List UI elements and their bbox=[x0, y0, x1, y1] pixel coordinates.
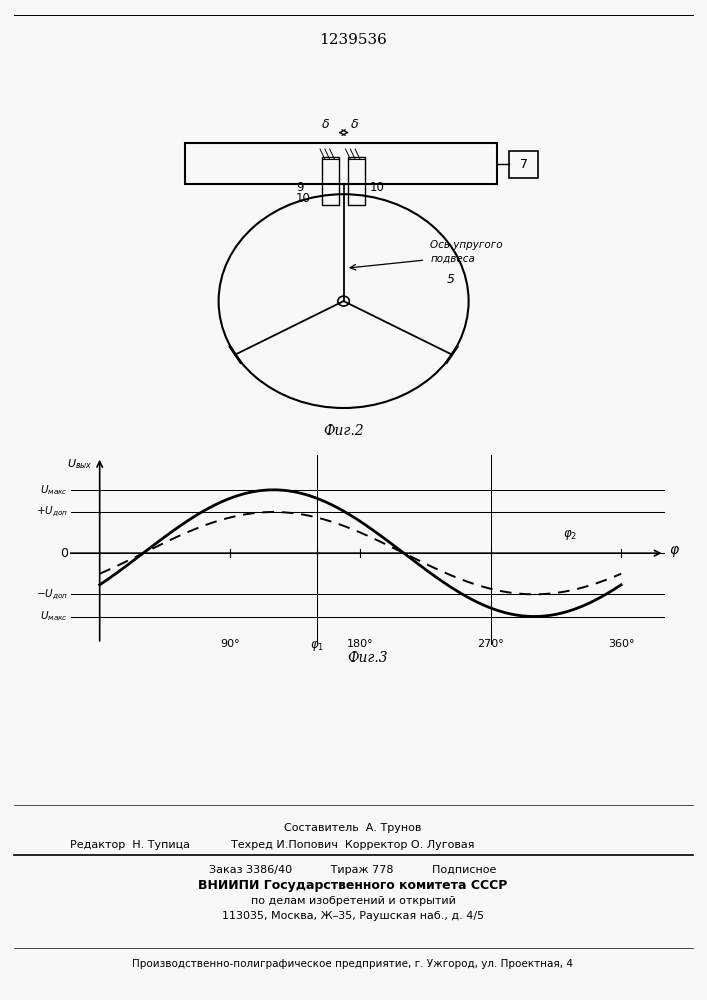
Text: $\varphi$: $\varphi$ bbox=[669, 544, 680, 559]
Text: Редактор  Н. Тупица: Редактор Н. Тупица bbox=[70, 840, 190, 850]
Text: $U_{макс}$: $U_{макс}$ bbox=[40, 483, 68, 497]
Text: Фиг.3: Фиг.3 bbox=[347, 651, 388, 665]
Text: $\varphi_1$: $\varphi_1$ bbox=[310, 639, 324, 653]
Bar bbox=[185, 143, 498, 184]
Text: Техред И.Попович  Корректор О. Луговая: Техред И.Попович Корректор О. Луговая bbox=[231, 840, 474, 850]
Text: $+U_{доп}$: $+U_{доп}$ bbox=[35, 505, 68, 519]
Text: 360°: 360° bbox=[608, 639, 634, 649]
Text: ВНИИПИ Государственного комитета СССР: ВНИИПИ Государственного комитета СССР bbox=[198, 880, 508, 892]
Text: $U_{макс}$: $U_{макс}$ bbox=[40, 610, 68, 623]
Text: 113035, Москва, Ж–35, Раушская наб., д. 4/5: 113035, Москва, Ж–35, Раушская наб., д. … bbox=[222, 911, 484, 921]
Text: $U_{вых}$: $U_{вых}$ bbox=[67, 457, 93, 471]
Text: Фиг.2: Фиг.2 bbox=[323, 424, 364, 438]
Text: 10: 10 bbox=[296, 192, 311, 205]
Text: $\varphi_2$: $\varphi_2$ bbox=[563, 528, 578, 542]
Text: 270°: 270° bbox=[477, 639, 504, 649]
Text: Ось упругого
подвеса: Ось упругого подвеса bbox=[430, 240, 503, 264]
Bar bbox=[348, 157, 365, 205]
Text: 7: 7 bbox=[520, 158, 528, 171]
Text: по делам изобретений и открытий: по делам изобретений и открытий bbox=[250, 896, 455, 906]
Text: 1239536: 1239536 bbox=[319, 33, 387, 47]
Bar bbox=[510, 151, 538, 178]
Text: 9: 9 bbox=[296, 181, 303, 194]
Text: 0: 0 bbox=[60, 547, 68, 560]
Text: Составитель  А. Трунов: Составитель А. Трунов bbox=[284, 823, 421, 833]
Text: 180°: 180° bbox=[347, 639, 374, 649]
Text: 10: 10 bbox=[370, 181, 385, 194]
Text: $-U_{доп}$: $-U_{доп}$ bbox=[35, 587, 68, 602]
Bar bbox=[322, 157, 339, 205]
Text: δ: δ bbox=[351, 118, 358, 131]
Text: 5: 5 bbox=[447, 273, 455, 286]
Text: 90°: 90° bbox=[220, 639, 240, 649]
Text: δ: δ bbox=[322, 118, 329, 131]
Text: Производственно-полиграфическое предприятие, г. Ужгород, ул. Проектная, 4: Производственно-полиграфическое предприя… bbox=[132, 959, 573, 969]
Text: Заказ 3386/40           Тираж 778           Подписное: Заказ 3386/40 Тираж 778 Подписное bbox=[209, 865, 497, 875]
